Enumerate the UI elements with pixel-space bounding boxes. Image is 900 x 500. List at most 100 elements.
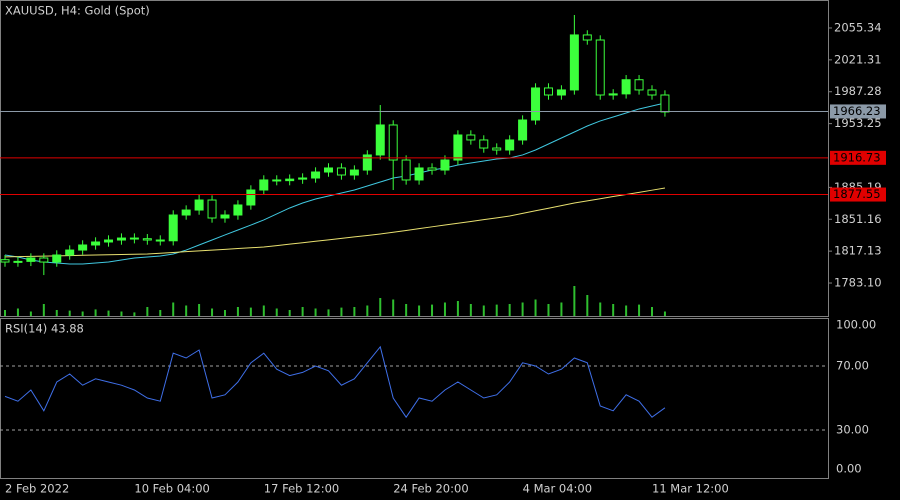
volume-bar (146, 307, 149, 316)
volume-bar (353, 307, 356, 316)
x-tick-label: 24 Feb 20:00 (393, 482, 468, 496)
rsi-line (4, 345, 666, 419)
volume-bar (327, 309, 330, 316)
candle-body (233, 204, 243, 216)
volume-bar (405, 304, 408, 316)
candle-body (505, 139, 515, 151)
y-tick-label: 1953.25 (834, 116, 882, 130)
volume-bar (198, 304, 201, 316)
volume-bar (288, 310, 291, 316)
volume-bar (560, 302, 563, 316)
y-tick-label: 30.00 (836, 423, 869, 437)
volume-bar (275, 308, 278, 316)
y-tick-label: 1851.16 (834, 212, 882, 226)
volume-bar (249, 307, 252, 316)
candle-body (155, 239, 165, 242)
candle-body (104, 239, 114, 243)
x-tick-label: 17 Feb 12:00 (264, 482, 339, 496)
candle-body (207, 199, 217, 219)
candle-body (324, 167, 333, 173)
candle-body (608, 93, 618, 96)
volume-bar (236, 307, 239, 316)
volume-bar (301, 307, 304, 316)
volume-bar (638, 304, 641, 316)
volume-bar (456, 301, 459, 316)
y-tick-label: 2055.34 (834, 20, 882, 34)
y-tick-label: 1783.10 (834, 276, 882, 290)
volume-bar (16, 308, 19, 316)
volume-bar (55, 310, 58, 316)
candle-body (453, 134, 463, 161)
y-tick-label: 70.00 (836, 359, 869, 373)
candle-body (272, 179, 282, 182)
candle-body (531, 87, 541, 121)
volume-bar (586, 295, 589, 316)
candle-body (39, 257, 49, 263)
volume-bar (482, 305, 485, 316)
volume-bar (663, 311, 666, 316)
y-tick-label: 100.00 (836, 318, 876, 332)
candle-body (362, 154, 372, 171)
candle-body (311, 171, 321, 179)
candle-body (142, 238, 152, 241)
chart-title: XAUUSD, H4: Gold (Spot) (5, 4, 150, 18)
candle-body (129, 237, 139, 240)
y-tick-label: 1817.13 (834, 244, 882, 258)
candle-body (259, 179, 269, 191)
candle-body (466, 134, 476, 141)
candle-body (634, 79, 644, 91)
volume-bar (418, 305, 421, 316)
volume-bar (599, 302, 602, 316)
volume-bar (534, 299, 537, 316)
volume-bar (223, 310, 226, 316)
volume-bar (94, 309, 97, 316)
candle-body (660, 94, 670, 113)
candle-body (621, 79, 631, 95)
y-tick-label: 1987.28 (834, 84, 882, 98)
volume-bar (68, 310, 71, 316)
volume-bar (29, 311, 32, 316)
level-label: 1916.73 (833, 150, 881, 164)
volume-bar (443, 302, 446, 316)
volume-bar (340, 307, 343, 316)
candle-body (595, 39, 605, 96)
volume-bar (651, 307, 653, 316)
volume-bar (392, 299, 395, 316)
candle-body (569, 34, 579, 91)
volume-bar (521, 302, 524, 316)
y-tick-label: 0.00 (836, 462, 862, 476)
volume-bar (469, 304, 472, 316)
candle-body (401, 159, 411, 181)
candle-body (194, 199, 204, 211)
candle-body (414, 167, 424, 181)
level-label-box (830, 150, 886, 165)
level-label-box (830, 104, 886, 119)
candle-body (116, 237, 126, 241)
volume-bar (547, 304, 550, 316)
volume-bar (625, 305, 628, 316)
candle-body (543, 87, 553, 96)
candle-body (556, 89, 566, 96)
volume-bar (495, 304, 498, 316)
volume-bar (508, 304, 511, 316)
candle-body (13, 260, 23, 263)
candle-body (647, 89, 657, 96)
candle-body (91, 241, 101, 246)
candle-body (220, 214, 230, 219)
x-tick-label: 10 Feb 04:00 (134, 482, 209, 496)
x-tick-label: 2 Feb 2022 (5, 482, 69, 496)
volume-bar (262, 305, 265, 316)
y-tick-label: 2021.31 (834, 52, 882, 66)
level-label-box (830, 187, 886, 202)
volume-bar (159, 310, 162, 316)
volume-bar (81, 311, 84, 316)
candle-body (336, 167, 346, 176)
candle-body (518, 119, 528, 141)
price-panel-frame (0, 0, 829, 317)
volume-bar (573, 286, 576, 316)
candle-body (440, 159, 450, 171)
volume-bar (431, 304, 434, 316)
candle-body (388, 124, 398, 161)
